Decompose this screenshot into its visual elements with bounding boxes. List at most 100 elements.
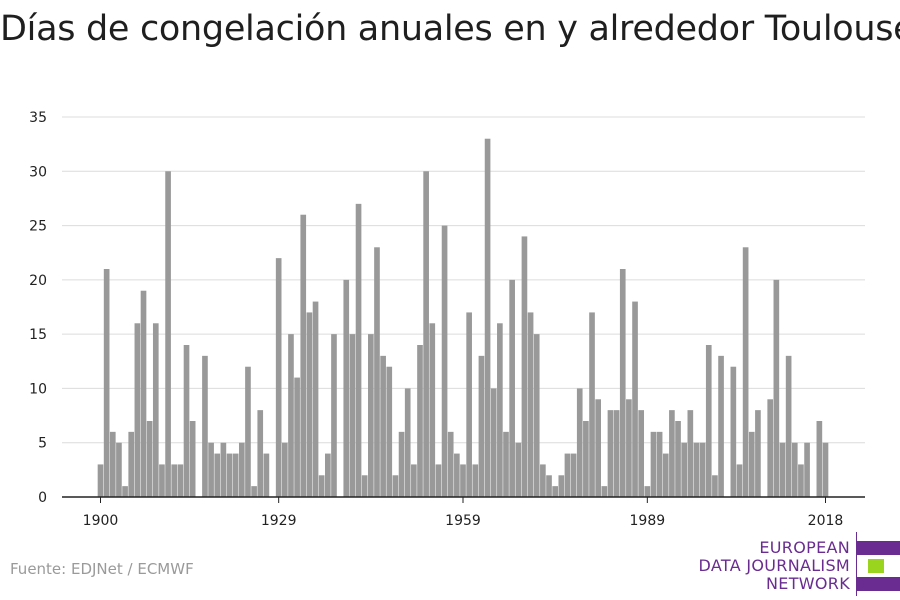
bar-1935[interactable] bbox=[312, 301, 319, 497]
bar-1911[interactable] bbox=[165, 171, 171, 498]
bar-1913[interactable] bbox=[177, 464, 184, 497]
bar-1962[interactable] bbox=[478, 355, 485, 497]
bar-1966[interactable] bbox=[503, 431, 509, 497]
bar-1924[interactable] bbox=[245, 366, 251, 497]
bar-1954[interactable] bbox=[429, 323, 436, 497]
bar-1949[interactable] bbox=[398, 431, 405, 497]
bar-2011[interactable] bbox=[779, 442, 786, 497]
bar-2018[interactable] bbox=[822, 442, 829, 497]
bar-1988[interactable] bbox=[638, 410, 645, 497]
bar-1932[interactable] bbox=[294, 377, 300, 497]
bar-2004[interactable] bbox=[736, 464, 743, 497]
bar-1981[interactable] bbox=[595, 399, 601, 497]
bar-1906[interactable] bbox=[134, 323, 141, 497]
bar-1976[interactable] bbox=[564, 453, 571, 497]
bar-1941[interactable] bbox=[349, 334, 356, 497]
bar-1975[interactable] bbox=[558, 475, 565, 497]
bar-1986[interactable] bbox=[626, 399, 632, 497]
bar-1972[interactable] bbox=[540, 464, 546, 497]
bar-1951[interactable] bbox=[411, 464, 417, 497]
bar-1993[interactable] bbox=[669, 410, 675, 497]
bar-1905[interactable] bbox=[128, 431, 135, 497]
bar-1907[interactable] bbox=[140, 290, 147, 497]
bar-1956[interactable] bbox=[441, 225, 448, 498]
bar-1904[interactable] bbox=[122, 486, 128, 497]
bar-1926[interactable] bbox=[257, 410, 264, 497]
bar-1950[interactable] bbox=[404, 388, 411, 497]
bar-1997[interactable] bbox=[693, 442, 700, 497]
bar-1984[interactable] bbox=[613, 410, 620, 497]
bar-1977[interactable] bbox=[570, 453, 577, 497]
bar-1901[interactable] bbox=[103, 269, 110, 497]
bar-1934[interactable] bbox=[306, 312, 313, 497]
bar-1948[interactable] bbox=[392, 475, 399, 497]
bar-2007[interactable] bbox=[755, 410, 761, 497]
bar-1968[interactable] bbox=[515, 442, 522, 497]
bar-2009[interactable] bbox=[767, 399, 774, 497]
bar-2010[interactable] bbox=[773, 279, 780, 497]
bar-1967[interactable] bbox=[509, 279, 515, 497]
bar-1983[interactable] bbox=[607, 410, 614, 497]
bar-1942[interactable] bbox=[355, 203, 362, 497]
bar-2014[interactable] bbox=[798, 464, 804, 497]
bar-1974[interactable] bbox=[552, 486, 558, 497]
bar-1994[interactable] bbox=[675, 421, 681, 497]
bar-2006[interactable] bbox=[748, 431, 755, 497]
bar-1910[interactable] bbox=[159, 464, 165, 497]
bar-1912[interactable] bbox=[171, 464, 178, 497]
bar-1991[interactable] bbox=[656, 431, 663, 497]
bar-1957[interactable] bbox=[447, 431, 454, 497]
bar-1999[interactable] bbox=[705, 345, 712, 497]
bar-1937[interactable] bbox=[325, 453, 331, 497]
bar-1953[interactable] bbox=[423, 171, 429, 498]
bar-1936[interactable] bbox=[318, 475, 325, 497]
bar-1915[interactable] bbox=[189, 421, 196, 497]
bar-2005[interactable] bbox=[742, 247, 749, 497]
bar-1940[interactable] bbox=[343, 279, 350, 497]
bar-1979[interactable] bbox=[583, 421, 589, 497]
bar-1918[interactable] bbox=[208, 442, 214, 497]
bar-1971[interactable] bbox=[533, 334, 540, 497]
bar-1958[interactable] bbox=[454, 453, 460, 497]
bar-2003[interactable] bbox=[730, 366, 737, 497]
bar-1944[interactable] bbox=[368, 334, 374, 497]
bar-2012[interactable] bbox=[785, 355, 792, 497]
bar-1955[interactable] bbox=[435, 464, 442, 497]
bar-1921[interactable] bbox=[226, 453, 233, 497]
bar-1996[interactable] bbox=[687, 410, 694, 497]
bar-1931[interactable] bbox=[288, 334, 294, 497]
edjnet-logo[interactable]: EUROPEAN DATA JOURNALISM NETWORK bbox=[699, 532, 900, 596]
bar-1980[interactable] bbox=[589, 312, 595, 497]
bar-1987[interactable] bbox=[632, 301, 638, 497]
bar-1964[interactable] bbox=[490, 388, 497, 497]
bar-1917[interactable] bbox=[202, 355, 208, 497]
bar-1922[interactable] bbox=[232, 453, 239, 497]
bar-1998[interactable] bbox=[699, 442, 706, 497]
bar-1990[interactable] bbox=[650, 431, 657, 497]
bar-1989[interactable] bbox=[644, 486, 651, 497]
bar-1933[interactable] bbox=[300, 214, 307, 497]
bar-1961[interactable] bbox=[472, 464, 479, 497]
bar-1978[interactable] bbox=[576, 388, 583, 497]
bar-1919[interactable] bbox=[214, 453, 221, 497]
bar-1943[interactable] bbox=[361, 475, 368, 497]
bar-1965[interactable] bbox=[497, 323, 503, 497]
bar-1982[interactable] bbox=[601, 486, 608, 497]
bar-1992[interactable] bbox=[662, 453, 669, 497]
bar-1909[interactable] bbox=[152, 323, 159, 497]
bar-1969[interactable] bbox=[521, 236, 528, 497]
bar-1902[interactable] bbox=[109, 431, 116, 497]
bar-1927[interactable] bbox=[263, 453, 270, 497]
bar-1970[interactable] bbox=[527, 312, 534, 497]
bar-2017[interactable] bbox=[816, 421, 823, 497]
bar-1952[interactable] bbox=[417, 345, 423, 497]
bar-1900[interactable] bbox=[97, 464, 104, 497]
bar-1914[interactable] bbox=[183, 345, 190, 497]
bar-1995[interactable] bbox=[681, 442, 688, 497]
bar-2000[interactable] bbox=[712, 475, 718, 497]
bar-1938[interactable] bbox=[331, 334, 337, 497]
bar-1973[interactable] bbox=[546, 475, 552, 497]
bar-1908[interactable] bbox=[146, 421, 153, 497]
bar-1960[interactable] bbox=[466, 312, 472, 497]
bar-1929[interactable] bbox=[275, 258, 282, 497]
